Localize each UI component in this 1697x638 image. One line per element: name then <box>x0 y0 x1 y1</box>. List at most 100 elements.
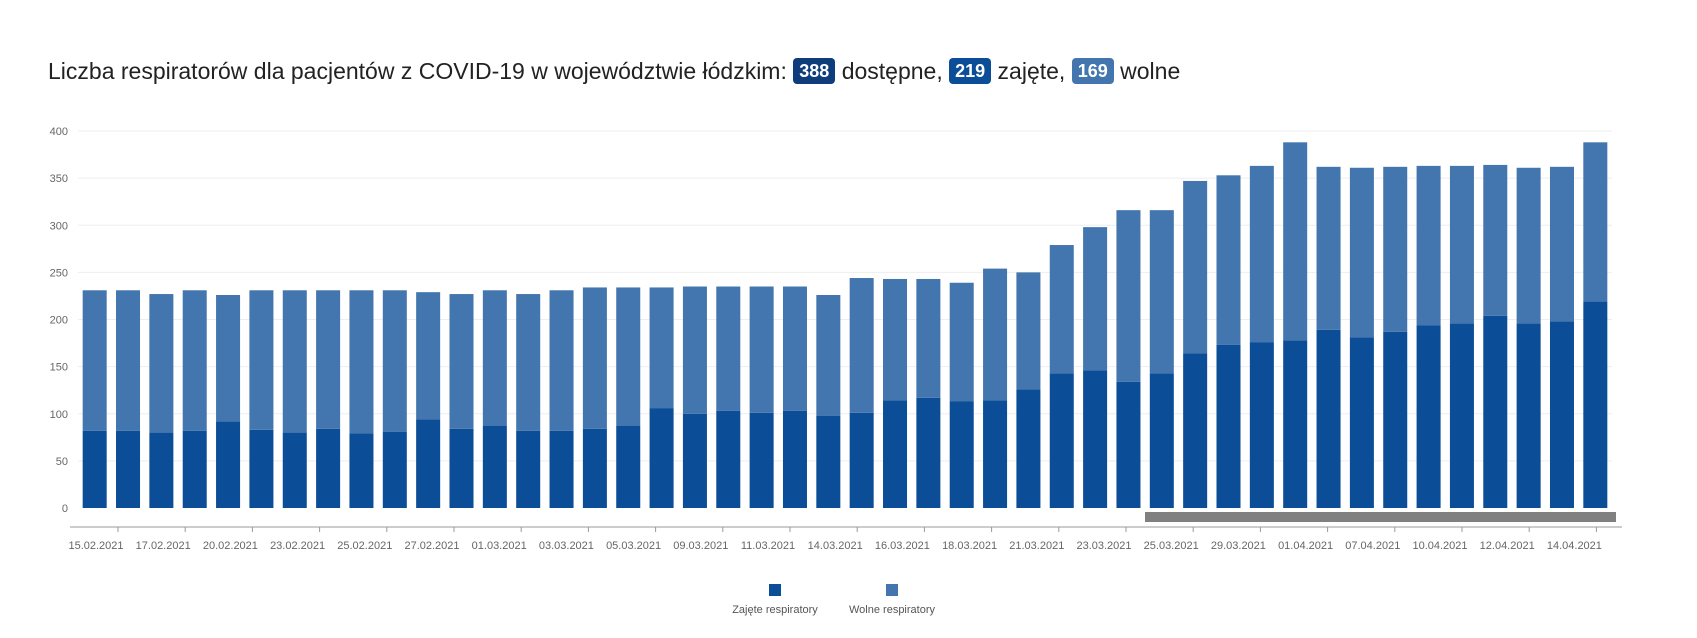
bar-free[interactable] <box>482 290 507 427</box>
bar-free[interactable] <box>582 287 607 429</box>
legend-item-free[interactable]: Wolne respiratory <box>849 584 935 616</box>
bar-occupied[interactable] <box>1516 323 1541 508</box>
bar-occupied[interactable] <box>883 400 908 508</box>
bar-occupied[interactable] <box>649 408 674 508</box>
bar-free[interactable] <box>1083 227 1108 371</box>
bar-free[interactable] <box>1349 167 1374 338</box>
bar-free[interactable] <box>1149 210 1174 374</box>
bar-occupied[interactable] <box>1449 323 1474 508</box>
y-tick-label: 100 <box>50 409 68 421</box>
bar-occupied[interactable] <box>1016 389 1041 508</box>
bar-occupied[interactable] <box>1283 340 1308 508</box>
bar-occupied[interactable] <box>349 433 374 508</box>
bar-free[interactable] <box>816 294 841 416</box>
bar-occupied[interactable] <box>949 401 974 508</box>
bar-occupied[interactable] <box>916 397 941 508</box>
bar-free[interactable] <box>849 278 874 413</box>
bar-free[interactable] <box>1316 166 1341 330</box>
bar-occupied[interactable] <box>549 430 574 508</box>
bar-free[interactable] <box>182 290 207 431</box>
bar-occupied[interactable] <box>1483 315 1508 508</box>
bar-occupied[interactable] <box>1149 373 1174 508</box>
bar-occupied[interactable] <box>682 413 707 508</box>
bar-free[interactable] <box>1516 167 1541 324</box>
bar-occupied[interactable] <box>1349 337 1374 508</box>
bar-occupied[interactable] <box>983 400 1008 508</box>
bar-free[interactable] <box>1483 164 1508 316</box>
y-tick-label: 0 <box>62 503 68 515</box>
bar-occupied[interactable] <box>1216 344 1241 508</box>
bar-free[interactable] <box>416 292 441 420</box>
bar-free[interactable] <box>916 278 941 398</box>
bar-free[interactable] <box>316 290 341 429</box>
bar-free[interactable] <box>382 290 407 432</box>
bar-occupied[interactable] <box>482 426 507 508</box>
bar-free[interactable] <box>116 290 141 431</box>
bar-occupied[interactable] <box>216 421 241 508</box>
bar-occupied[interactable] <box>416 419 441 508</box>
bar-occupied[interactable] <box>616 426 641 508</box>
bar-occupied[interactable] <box>849 412 874 508</box>
bar-free[interactable] <box>1016 272 1041 390</box>
bar-occupied[interactable] <box>182 430 207 508</box>
bar-occupied[interactable] <box>1183 353 1208 508</box>
bar-occupied[interactable] <box>1416 325 1441 508</box>
free-badge: 169 <box>1071 58 1114 84</box>
bar-free[interactable] <box>549 290 574 431</box>
bar-free[interactable] <box>782 286 807 411</box>
bar-free[interactable] <box>1449 165 1474 324</box>
legend-item-occupied[interactable]: Zajęte respiratory <box>732 584 818 616</box>
bar-free[interactable] <box>949 282 974 402</box>
bar-free[interactable] <box>282 290 307 433</box>
bar-occupied[interactable] <box>149 432 174 508</box>
bar-free[interactable] <box>1583 142 1608 302</box>
bar-occupied[interactable] <box>382 431 407 508</box>
bar-free[interactable] <box>349 290 374 434</box>
bar-free[interactable] <box>682 286 707 414</box>
bar-free[interactable] <box>1049 245 1074 374</box>
bar-occupied[interactable] <box>249 429 274 508</box>
bar-occupied[interactable] <box>449 428 474 508</box>
range-scrollbar[interactable] <box>1145 512 1616 522</box>
bar-free[interactable] <box>983 268 1008 401</box>
bar-free[interactable] <box>216 294 241 422</box>
bar-free[interactable] <box>649 287 674 409</box>
bar-free[interactable] <box>516 294 541 431</box>
bar-free[interactable] <box>1283 142 1308 341</box>
bar-occupied[interactable] <box>1083 370 1108 508</box>
bar-free[interactable] <box>1383 166 1408 332</box>
bar-free[interactable] <box>1249 165 1274 343</box>
bar-free[interactable] <box>449 294 474 429</box>
bar-free[interactable] <box>1116 210 1141 382</box>
bar-occupied[interactable] <box>582 428 607 508</box>
bar-occupied[interactable] <box>1249 342 1274 508</box>
bar-free[interactable] <box>249 290 274 430</box>
bar-free[interactable] <box>716 286 741 411</box>
bar-occupied[interactable] <box>116 430 141 508</box>
bar-occupied[interactable] <box>716 410 741 508</box>
bar-occupied[interactable] <box>816 415 841 508</box>
bar-free[interactable] <box>749 286 774 413</box>
x-tick-label: 23.02.2021 <box>270 540 325 552</box>
bar-free[interactable] <box>1216 175 1241 345</box>
bar-occupied[interactable] <box>282 432 307 508</box>
bar-free[interactable] <box>1183 180 1208 354</box>
bar-free[interactable] <box>1416 165 1441 326</box>
bar-free[interactable] <box>883 278 908 401</box>
bar-occupied[interactable] <box>516 430 541 508</box>
bar-free[interactable] <box>149 294 174 433</box>
bar-occupied[interactable] <box>749 412 774 508</box>
bar-occupied[interactable] <box>1583 301 1608 508</box>
bar-occupied[interactable] <box>1049 373 1074 508</box>
bar-occupied[interactable] <box>1316 329 1341 508</box>
bar-free[interactable] <box>82 290 107 431</box>
bar-occupied[interactable] <box>82 430 107 508</box>
bar-free[interactable] <box>1549 166 1574 322</box>
bar-occupied[interactable] <box>1116 381 1141 508</box>
bar-occupied[interactable] <box>1383 331 1408 508</box>
bar-occupied[interactable] <box>782 410 807 508</box>
bar-free[interactable] <box>616 287 641 427</box>
bar-occupied[interactable] <box>316 428 341 508</box>
bar-occupied[interactable] <box>1549 321 1574 508</box>
occupied-badge: 219 <box>949 58 992 84</box>
